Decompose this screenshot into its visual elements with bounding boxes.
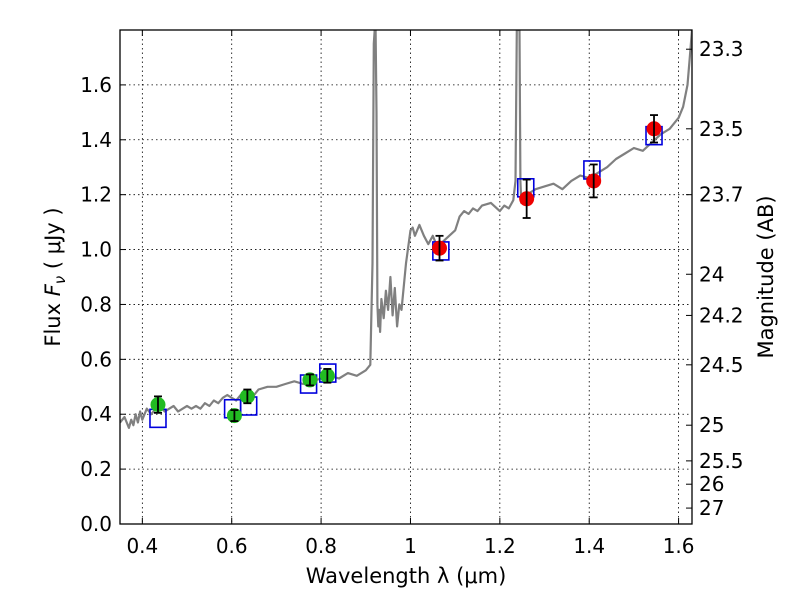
y-tick-label: 0.4 xyxy=(80,402,112,426)
x-tick-label: 1.4 xyxy=(573,534,605,558)
x-tick-label: 0.4 xyxy=(126,534,158,558)
y2-tick-label: 23.5 xyxy=(699,117,744,141)
y-tick-label: 0.8 xyxy=(80,292,112,316)
y2-tick-label: 27 xyxy=(699,496,724,520)
y2-tick-label: 23.7 xyxy=(699,183,744,207)
y-tick-label: 1.6 xyxy=(80,73,112,97)
model-spectrum-line xyxy=(120,30,692,429)
y2-axis-label: Magnitude (AB) xyxy=(754,195,778,358)
y-axis-label-prefix: Flux xyxy=(41,296,65,346)
y2-tick-label: 26 xyxy=(699,472,724,496)
y-tick-label: 1.2 xyxy=(80,183,112,207)
plot-background xyxy=(120,30,692,524)
y-axis-label-subscript: ν xyxy=(51,276,69,284)
y-axis-label-unit: ( μJy ) xyxy=(41,207,65,275)
y2-tick-label: 25 xyxy=(699,413,724,437)
axis-tick-labels: 0.4 0.6 0.8 1 1.2 1.4 1.6 0.0 0.2 0.4 0.6 0.8 1.0 1.2… xyxy=(80,37,743,558)
y-axis-label-symbol: F xyxy=(41,283,65,296)
plot-frame xyxy=(119,29,693,525)
x-tick-label: 0.6 xyxy=(216,534,248,558)
y2-tick-label: 24 xyxy=(699,262,724,286)
x-tick-label: 1.2 xyxy=(484,534,516,558)
y2-tick-label: 24.2 xyxy=(699,303,744,327)
y-tick-label: 1.0 xyxy=(80,238,112,262)
x-tick-label: 1 xyxy=(404,534,417,558)
x-tick-label: 1.6 xyxy=(663,534,695,558)
x-axis-label: Wavelength λ (μm) xyxy=(306,564,507,588)
y-tick-label: 0.6 xyxy=(80,347,112,371)
y2-tick-label: 23.3 xyxy=(699,37,744,61)
y-tick-label: 0.0 xyxy=(80,512,112,536)
plot-area xyxy=(120,30,692,429)
y-tick-label: 1.4 xyxy=(80,128,112,152)
axis-ticks xyxy=(120,30,692,525)
y-tick-label: 0.2 xyxy=(80,457,112,481)
x-tick-label: 0.8 xyxy=(305,534,337,558)
y2-tick-label: 25.5 xyxy=(699,449,744,473)
y2-tick-label: 24.5 xyxy=(699,353,744,377)
y-axis-label: Flux Fν ( μJy ) xyxy=(41,207,69,346)
